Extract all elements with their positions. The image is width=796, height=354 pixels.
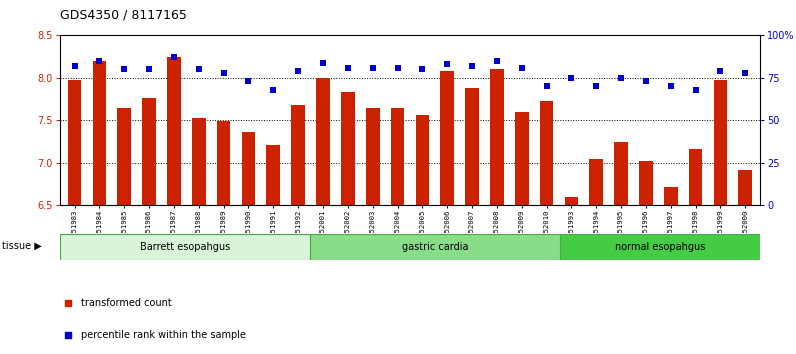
Bar [366, 108, 380, 205]
Point [490, 58, 503, 64]
Point [242, 79, 255, 84]
Point [391, 65, 404, 70]
Bar [142, 98, 156, 205]
Bar [316, 78, 330, 205]
Text: gastric cardia: gastric cardia [402, 242, 468, 252]
Point [540, 84, 553, 89]
Bar [713, 80, 728, 205]
Text: GDS4350 / 8117165: GDS4350 / 8117165 [60, 9, 186, 22]
Bar [739, 170, 752, 205]
Bar [242, 132, 256, 205]
Bar [465, 88, 479, 205]
Point [341, 65, 354, 70]
Point [292, 68, 305, 74]
Bar [217, 121, 231, 205]
Bar [167, 57, 181, 205]
Point [515, 65, 528, 70]
Point [193, 67, 205, 72]
Point [480, 135, 493, 141]
Point [565, 75, 578, 81]
Point [416, 67, 429, 72]
Point [590, 84, 603, 89]
Bar [118, 108, 131, 205]
Point [665, 84, 677, 89]
Bar [440, 71, 454, 205]
Bar [664, 187, 677, 205]
Point [466, 63, 478, 69]
Bar [68, 80, 81, 205]
Bar [689, 149, 702, 205]
Text: Barrett esopahgus: Barrett esopahgus [139, 242, 230, 252]
Bar [341, 92, 355, 205]
Point [142, 67, 155, 72]
Text: normal esopahgus: normal esopahgus [615, 242, 705, 252]
Bar [589, 159, 603, 205]
Bar [291, 105, 305, 205]
Bar [639, 161, 653, 205]
Point [689, 87, 702, 93]
Text: percentile rank within the sample: percentile rank within the sample [80, 330, 246, 339]
Bar [192, 118, 205, 205]
Bar [615, 142, 628, 205]
Point [366, 65, 379, 70]
Point [93, 58, 106, 64]
Point [267, 87, 279, 93]
Bar [490, 69, 504, 205]
Bar [564, 197, 578, 205]
Point [714, 68, 727, 74]
Point [615, 75, 627, 81]
Bar [560, 234, 760, 260]
Point [739, 70, 751, 76]
Bar [515, 112, 529, 205]
Point [639, 79, 652, 84]
Text: tissue ▶: tissue ▶ [2, 241, 42, 251]
Point [118, 67, 131, 72]
Bar [540, 101, 553, 205]
Bar [267, 145, 280, 205]
Bar [60, 234, 310, 260]
Point [217, 70, 230, 76]
Point [441, 62, 454, 67]
Bar [310, 234, 560, 260]
Bar [92, 61, 107, 205]
Point [68, 63, 81, 69]
Point [317, 60, 330, 65]
Point [168, 55, 181, 60]
Text: transformed count: transformed count [80, 298, 171, 308]
Bar [391, 108, 404, 205]
Bar [416, 115, 429, 205]
